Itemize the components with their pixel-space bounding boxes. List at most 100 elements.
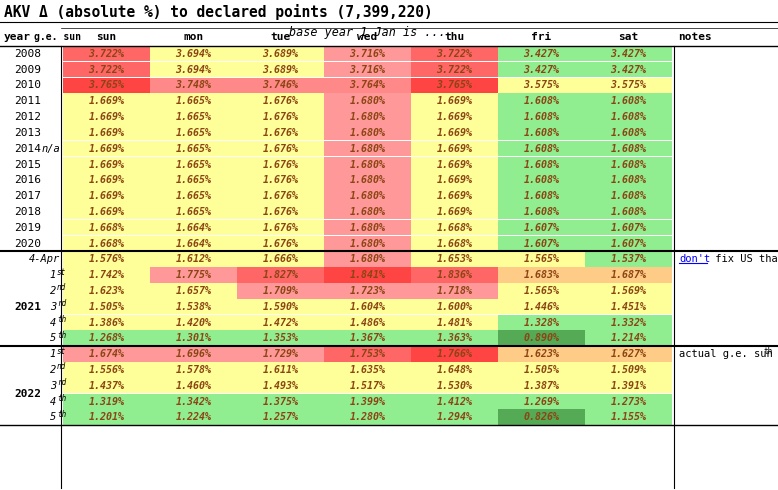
Bar	[150, 94, 237, 109]
Text: 3.694%: 3.694%	[176, 65, 212, 74]
Bar	[150, 393, 237, 409]
Bar	[585, 378, 671, 393]
Text: rd: rd	[57, 299, 66, 308]
Text: th: th	[57, 331, 66, 340]
Text: 1.680%: 1.680%	[349, 191, 386, 201]
Text: 1.214%: 1.214%	[611, 333, 647, 343]
Text: 1.505%: 1.505%	[524, 365, 559, 375]
Bar	[498, 330, 585, 346]
Text: nd: nd	[57, 283, 66, 293]
Text: 2012: 2012	[14, 112, 41, 122]
Bar	[585, 77, 671, 93]
Text: 1.766%: 1.766%	[436, 349, 472, 359]
Text: 1.517%: 1.517%	[349, 381, 386, 391]
Text: tue: tue	[271, 32, 291, 42]
Bar	[150, 267, 237, 283]
Bar	[585, 236, 671, 251]
Bar	[585, 251, 671, 267]
Text: 1.608%: 1.608%	[611, 207, 647, 217]
Bar	[237, 410, 324, 425]
Bar	[324, 157, 411, 172]
Bar	[237, 299, 324, 314]
Text: fix US thankgiving: fix US thankgiving	[709, 254, 778, 264]
Text: 1.680%: 1.680%	[349, 144, 386, 154]
Bar	[324, 141, 411, 156]
Text: 1.664%: 1.664%	[176, 222, 212, 233]
Text: 3.765%: 3.765%	[89, 80, 124, 91]
Text: 2018: 2018	[14, 207, 41, 217]
Bar	[150, 346, 237, 362]
Text: 2022: 2022	[14, 389, 41, 398]
Bar	[324, 204, 411, 220]
Bar	[411, 346, 498, 362]
Bar	[63, 77, 149, 93]
Text: sun: sun	[96, 32, 117, 42]
Text: 1.648%: 1.648%	[436, 365, 472, 375]
Text: actual g.e. sun 4: actual g.e. sun 4	[679, 349, 778, 359]
Bar	[585, 141, 671, 156]
Text: 1.669%: 1.669%	[89, 144, 124, 154]
Bar	[237, 157, 324, 172]
Bar	[498, 299, 585, 314]
Bar	[324, 378, 411, 393]
Bar	[237, 77, 324, 93]
Text: 3.427%: 3.427%	[524, 49, 559, 59]
Bar	[63, 204, 149, 220]
Bar	[411, 315, 498, 330]
Bar	[150, 236, 237, 251]
Text: 1.332%: 1.332%	[611, 318, 647, 327]
Text: 1.665%: 1.665%	[176, 191, 212, 201]
Text: 1.446%: 1.446%	[524, 302, 559, 312]
Text: 2: 2	[50, 286, 56, 296]
Text: 1.680%: 1.680%	[349, 112, 386, 122]
Bar	[237, 346, 324, 362]
Text: 1.680%: 1.680%	[349, 175, 386, 185]
Bar	[237, 125, 324, 141]
Text: 3.722%: 3.722%	[89, 49, 124, 59]
Text: 1.723%: 1.723%	[349, 286, 386, 296]
Text: st: st	[57, 268, 66, 276]
Text: 1.273%: 1.273%	[611, 396, 647, 407]
Text: 3.748%: 3.748%	[176, 80, 212, 91]
Bar	[324, 94, 411, 109]
Text: 1.718%: 1.718%	[436, 286, 472, 296]
Bar	[150, 299, 237, 314]
Text: 1.600%: 1.600%	[436, 302, 472, 312]
Bar	[150, 109, 237, 124]
Text: 2010: 2010	[14, 80, 41, 91]
Bar	[63, 267, 149, 283]
Text: 3.716%: 3.716%	[349, 49, 386, 59]
Text: 1.674%: 1.674%	[89, 349, 124, 359]
Bar	[411, 283, 498, 298]
Text: 1.280%: 1.280%	[349, 412, 386, 422]
Bar	[498, 220, 585, 235]
Text: th: th	[57, 315, 66, 324]
Text: 1.669%: 1.669%	[89, 191, 124, 201]
Text: 1.668%: 1.668%	[436, 239, 472, 248]
Bar	[411, 188, 498, 204]
Text: 1.611%: 1.611%	[262, 365, 299, 375]
Bar	[324, 362, 411, 377]
Bar	[411, 299, 498, 314]
Text: 5: 5	[50, 333, 56, 343]
Bar	[324, 315, 411, 330]
Bar	[150, 220, 237, 235]
Text: 1.608%: 1.608%	[611, 97, 647, 106]
Bar	[498, 109, 585, 124]
Text: 1.367%: 1.367%	[349, 333, 386, 343]
Text: 2: 2	[50, 365, 56, 375]
Bar	[498, 204, 585, 220]
Bar	[237, 330, 324, 346]
Bar	[150, 46, 237, 62]
Text: 2020: 2020	[14, 239, 41, 248]
Text: 0.890%: 0.890%	[524, 333, 559, 343]
Text: 1.257%: 1.257%	[262, 412, 299, 422]
Text: 2013: 2013	[14, 128, 41, 138]
Text: 2019: 2019	[14, 222, 41, 233]
Text: notes: notes	[678, 32, 712, 42]
Text: 1.669%: 1.669%	[436, 191, 472, 201]
Bar	[498, 172, 585, 188]
Bar	[237, 267, 324, 283]
Bar	[324, 172, 411, 188]
Text: 3.722%: 3.722%	[436, 65, 472, 74]
